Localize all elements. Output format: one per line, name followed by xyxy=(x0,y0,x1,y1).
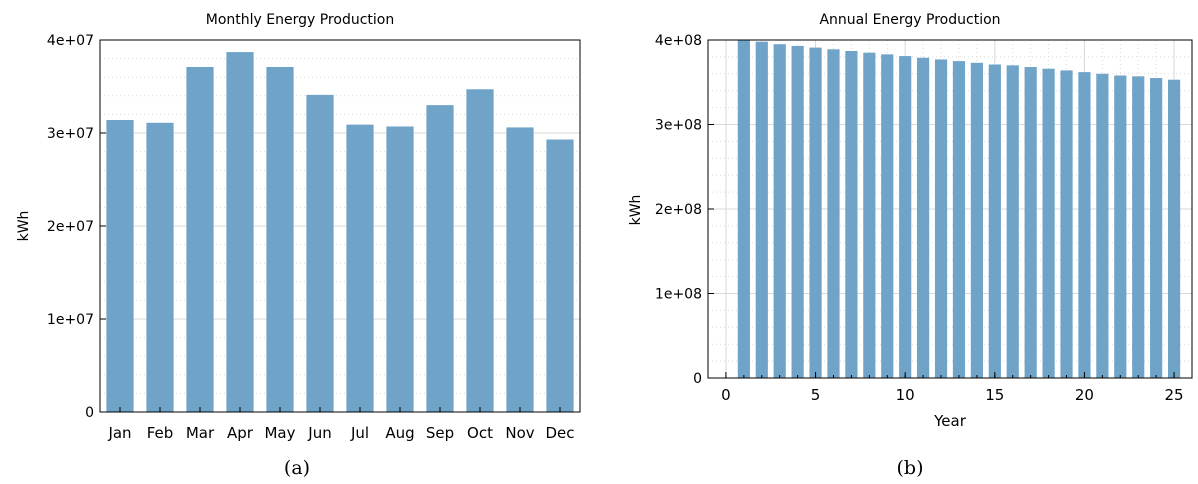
bar-year-13 xyxy=(952,61,966,378)
bar-year-21 xyxy=(1096,73,1109,379)
y-tick-label: 3e+08 xyxy=(655,118,702,134)
y-tick-label: 2e+07 xyxy=(47,219,94,235)
x-tick-label: 25 xyxy=(1165,386,1184,404)
y-axis-label: kWh xyxy=(628,195,644,226)
bar-year-7 xyxy=(845,50,858,379)
bar-year-1 xyxy=(737,40,750,378)
bar-year-25 xyxy=(1167,79,1181,378)
x-axis-label: Year xyxy=(933,412,967,430)
bar-nov xyxy=(506,127,534,413)
bar-year-18 xyxy=(1042,68,1055,378)
bar-jul xyxy=(346,124,374,412)
bar-year-19 xyxy=(1060,70,1073,379)
y-tick-label: 2e+08 xyxy=(655,202,702,218)
bar-year-11 xyxy=(917,57,930,379)
x-tick-label: Oct xyxy=(467,424,493,442)
bar-year-24 xyxy=(1150,78,1163,379)
bar-feb xyxy=(146,122,174,413)
bar-year-12 xyxy=(934,59,948,379)
bar-apr xyxy=(226,52,254,413)
x-tick-label: 0 xyxy=(721,386,731,404)
bar-may xyxy=(266,66,294,412)
chart-title: Monthly Energy Production xyxy=(206,12,394,28)
bar-year-16 xyxy=(1006,65,1019,378)
bars xyxy=(737,40,1181,379)
x-tick-label: Jan xyxy=(107,424,131,442)
bar-jan xyxy=(106,119,134,412)
bar-sep xyxy=(426,105,454,412)
x-tick-label: Nov xyxy=(505,424,534,442)
bar-year-23 xyxy=(1132,76,1145,379)
bar-year-15 xyxy=(988,64,1001,378)
bar-dec xyxy=(546,139,574,412)
y-tick-label: 0 xyxy=(693,371,702,387)
y-tick-label: 4e+08 xyxy=(655,33,702,49)
x-tick-label: Mar xyxy=(186,424,215,442)
bar-year-20 xyxy=(1078,72,1091,379)
x-ticks: Jan Feb Mar Apr May Jun Jul Aug Sep Oct Nov Dec xyxy=(107,407,575,442)
x-tick-label: Aug xyxy=(385,424,414,442)
x-tick-label: Feb xyxy=(147,424,174,442)
bar-year-10 xyxy=(899,56,912,379)
bar-oct xyxy=(466,89,494,412)
x-tick-label: Sep xyxy=(426,424,454,442)
y-tick-label: 3e+07 xyxy=(47,126,94,142)
chart-annual-energy: Annual Energy Production 0 1e+08 2e+08 3e+0… xyxy=(628,12,1193,479)
bar-year-14 xyxy=(970,62,983,378)
bar-year-5 xyxy=(809,47,822,378)
bar-year-6 xyxy=(827,49,840,379)
bar-year-3 xyxy=(773,44,786,378)
x-tick-label: 15 xyxy=(985,386,1004,404)
y-axis-label: kWh xyxy=(16,211,32,242)
bar-year-22 xyxy=(1114,75,1127,379)
bar-year-8 xyxy=(863,52,876,379)
chart-monthly-energy: Monthly Energy Production 0 1e+07 2e+07 3e+… xyxy=(16,12,581,479)
bar-jun xyxy=(306,94,334,413)
bar-year-4 xyxy=(791,45,804,378)
y-tick-label: 4e+07 xyxy=(47,33,94,49)
x-tick-label: Jul xyxy=(350,424,369,442)
bars xyxy=(106,52,574,413)
x-tick-label: 10 xyxy=(896,386,915,404)
x-tick-label: 5 xyxy=(811,386,821,404)
x-tick-label: Dec xyxy=(545,424,574,442)
x-tick-label: 20 xyxy=(1075,386,1094,404)
y-ticks: 0 1e+08 2e+08 3e+08 4e+08 xyxy=(655,33,714,387)
y-tick-label: 0 xyxy=(85,405,94,421)
caption: (a) xyxy=(284,457,310,479)
bar-year-2 xyxy=(755,41,768,378)
bar-year-17 xyxy=(1024,67,1037,378)
bar-year-9 xyxy=(881,54,894,379)
y-tick-label: 1e+08 xyxy=(655,287,702,303)
bar-mar xyxy=(186,66,214,412)
y-ticks: 0 1e+07 2e+07 3e+07 4e+07 xyxy=(47,33,106,421)
chart-title: Annual Energy Production xyxy=(819,12,1000,28)
caption: (b) xyxy=(897,457,924,479)
bar-aug xyxy=(386,126,414,413)
y-tick-label: 1e+07 xyxy=(47,312,94,328)
x-tick-label: Apr xyxy=(227,424,254,442)
x-ticks: 0 5 10 15 20 25 xyxy=(721,372,1193,404)
x-tick-label: May xyxy=(264,424,295,442)
x-tick-label: Jun xyxy=(307,424,331,442)
